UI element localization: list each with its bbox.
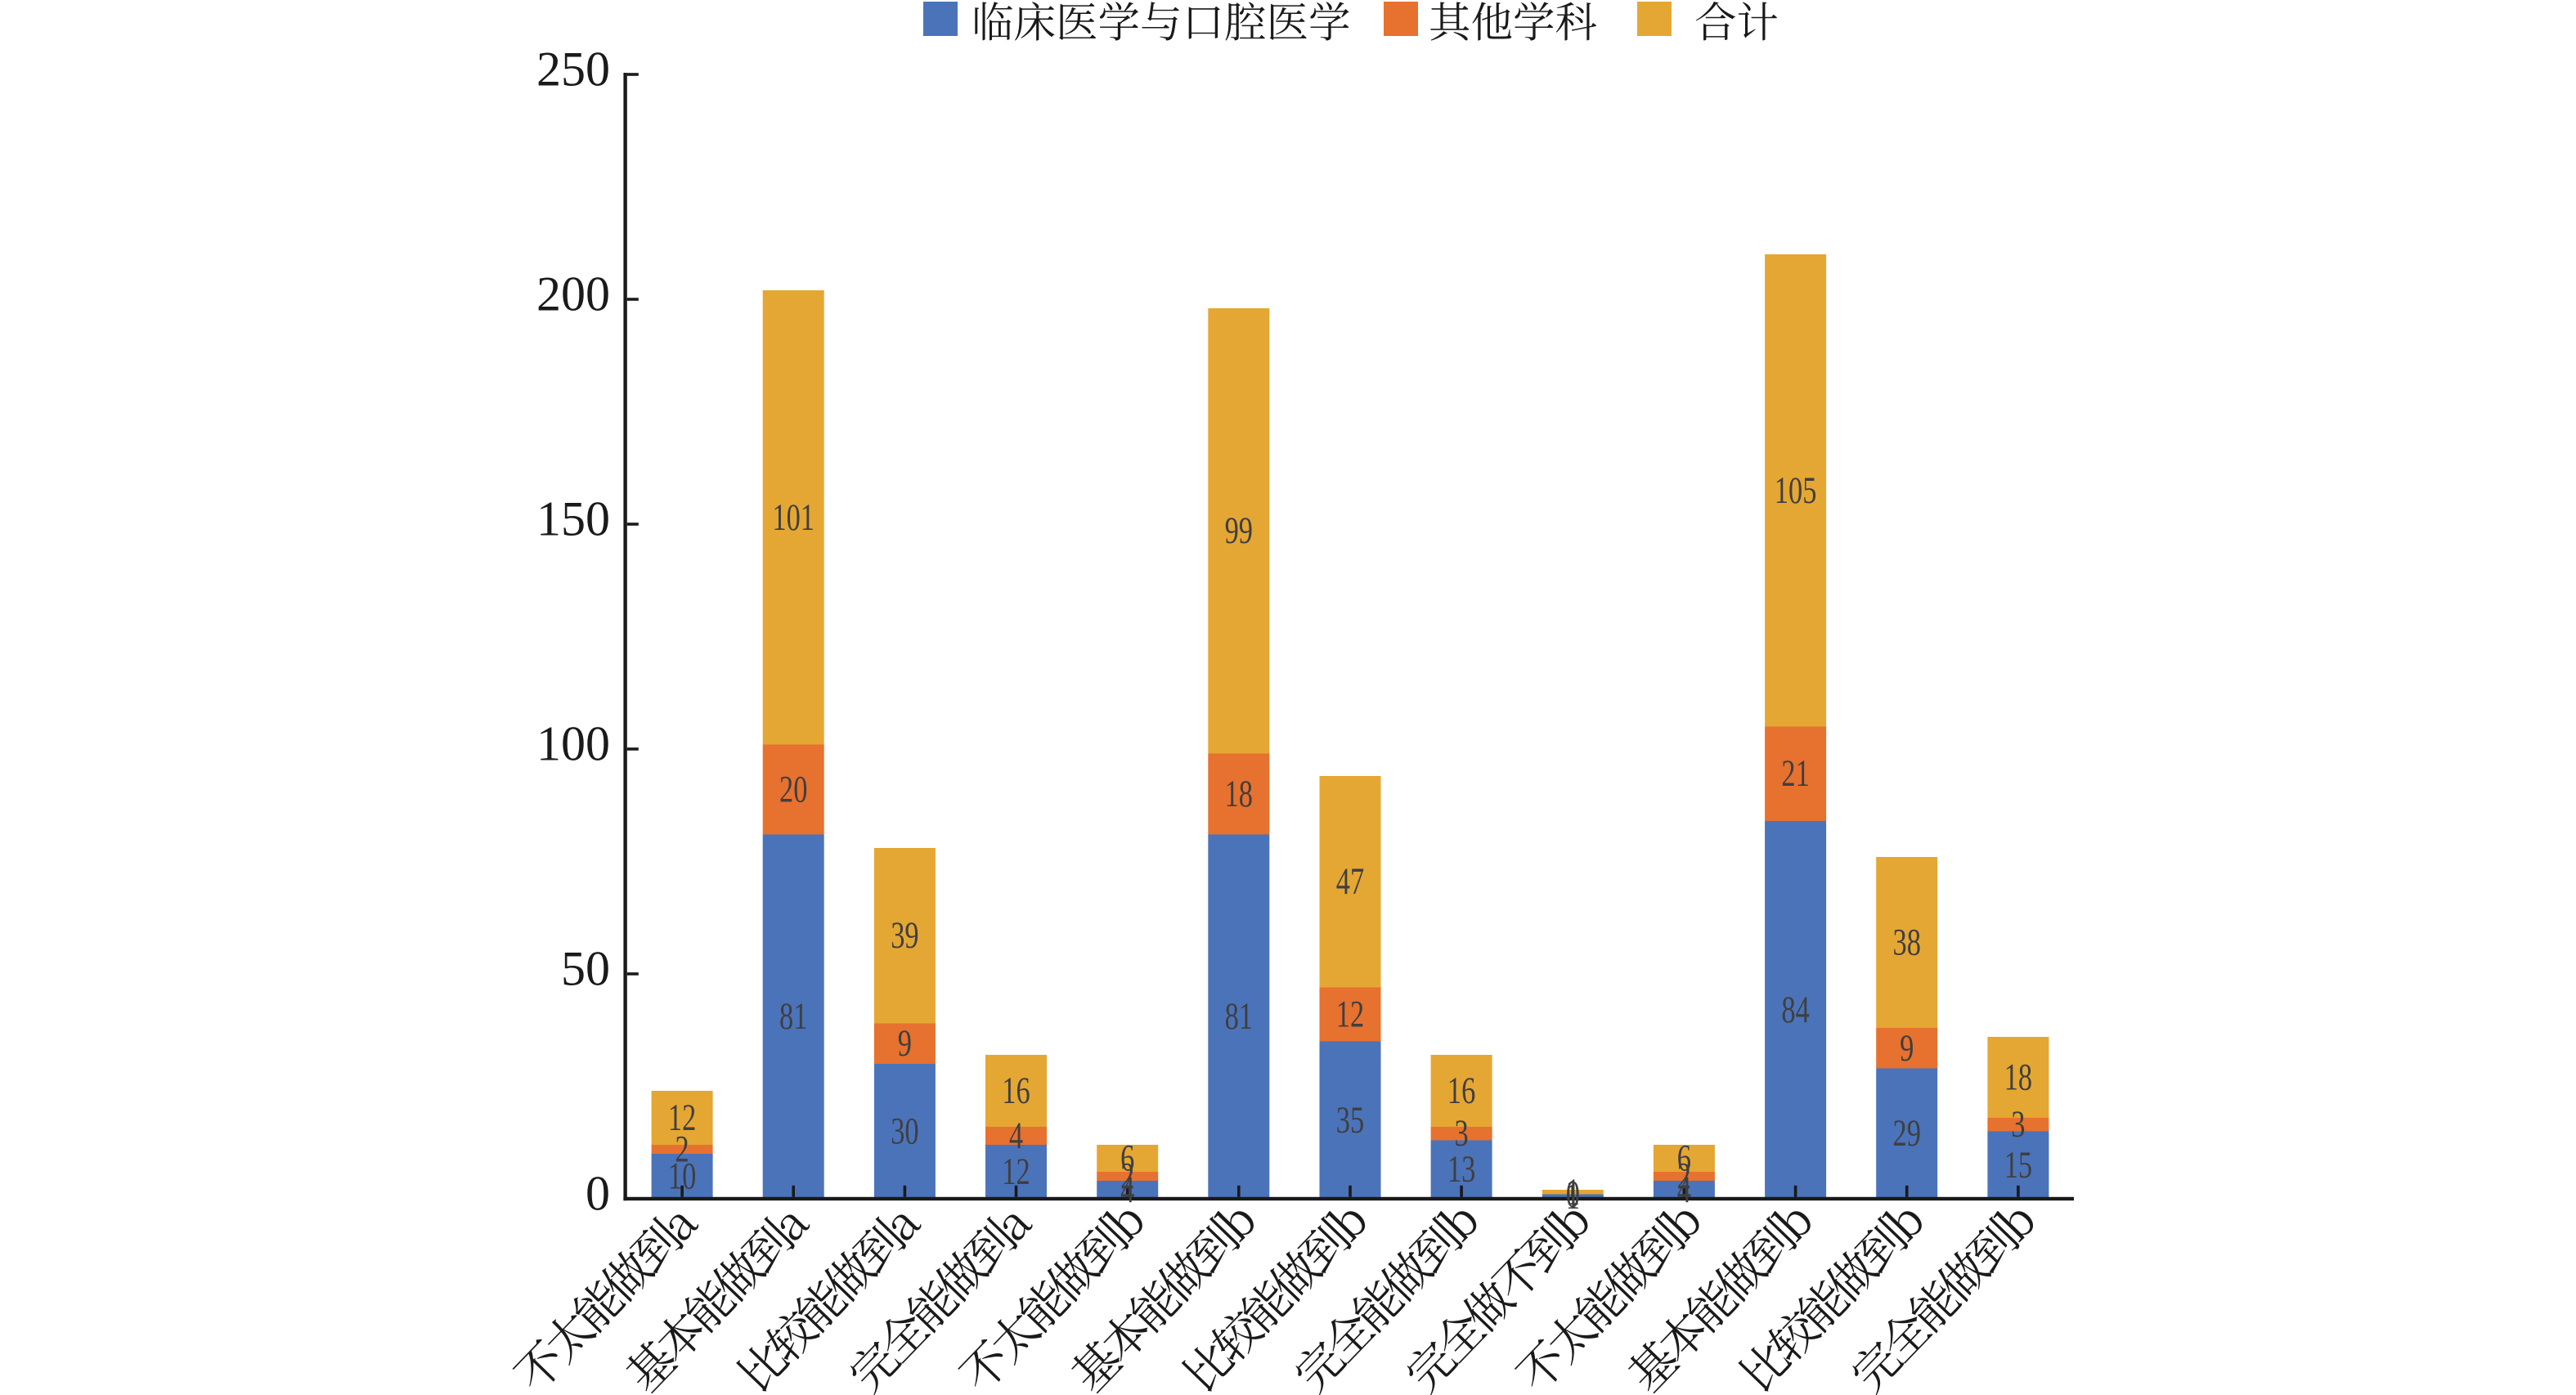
svg-text:6: 6	[1677, 1138, 1691, 1180]
svg-text:16: 16	[1447, 1070, 1475, 1112]
svg-text:38: 38	[1893, 922, 1921, 964]
svg-text:35: 35	[1336, 1100, 1364, 1142]
svg-text:29: 29	[1893, 1113, 1921, 1155]
svg-text:3: 3	[1455, 1113, 1469, 1155]
svg-text:101: 101	[772, 497, 815, 539]
svg-text:0: 0	[1566, 1174, 1580, 1216]
svg-text:15: 15	[2004, 1145, 2032, 1186]
svg-text:18: 18	[2004, 1057, 2032, 1099]
svg-text:20: 20	[779, 769, 807, 811]
svg-text:100: 100	[536, 717, 610, 771]
svg-text:3: 3	[2011, 1104, 2025, 1146]
svg-text:84: 84	[1781, 989, 1809, 1031]
svg-text:10: 10	[668, 1156, 696, 1198]
svg-text:200: 200	[536, 267, 610, 321]
svg-text:12: 12	[668, 1097, 696, 1139]
svg-text:99: 99	[1225, 510, 1253, 552]
svg-text:150: 150	[536, 492, 610, 546]
svg-text:6: 6	[1120, 1138, 1134, 1180]
svg-text:81: 81	[1225, 996, 1253, 1038]
svg-text:16: 16	[1002, 1070, 1030, 1112]
svg-text:1: 1	[1566, 1172, 1580, 1213]
svg-text:1: 1	[1566, 1176, 1580, 1218]
svg-text:2: 2	[1120, 1156, 1134, 1198]
svg-text:12: 12	[1336, 994, 1364, 1036]
svg-text:250: 250	[536, 43, 610, 96]
svg-text:2: 2	[1677, 1156, 1691, 1198]
svg-text:2: 2	[675, 1129, 689, 1171]
svg-text:0: 0	[586, 1167, 610, 1221]
svg-text:81: 81	[779, 996, 807, 1038]
svg-text:4: 4	[1009, 1115, 1023, 1157]
svg-text:18: 18	[1225, 774, 1253, 815]
svg-text:9: 9	[898, 1023, 912, 1065]
svg-text:13: 13	[1447, 1149, 1475, 1191]
svg-text:47: 47	[1336, 861, 1364, 903]
svg-text:50: 50	[561, 942, 610, 996]
svg-text:39: 39	[891, 915, 918, 957]
svg-text:30: 30	[891, 1111, 918, 1153]
svg-text:105: 105	[1775, 470, 1817, 512]
svg-text:12: 12	[1002, 1151, 1030, 1193]
svg-text:21: 21	[1781, 753, 1809, 795]
svg-text:4: 4	[1677, 1169, 1691, 1211]
svg-text:4: 4	[1120, 1169, 1134, 1211]
svg-text:9: 9	[1900, 1028, 1914, 1070]
